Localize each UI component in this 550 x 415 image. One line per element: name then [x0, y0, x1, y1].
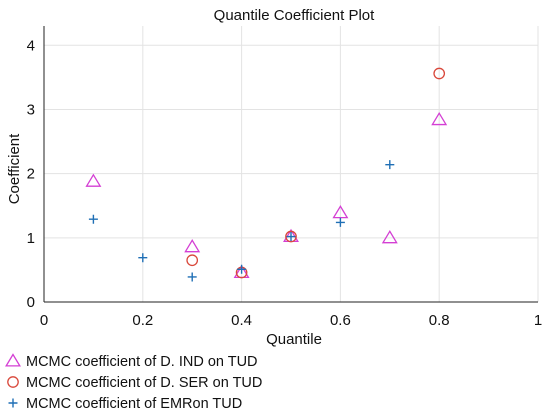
data-point-plus-2-2 [187, 272, 197, 282]
legend-marker-triangle [5, 353, 21, 367]
x-tick-label: 0.6 [330, 312, 351, 329]
data-point-triangle-0-0 [85, 173, 102, 187]
x-tick-label: 0.4 [231, 312, 252, 329]
legend-plus-icon [8, 398, 18, 408]
x-tick-label: 0.8 [429, 312, 450, 329]
data-point-plus-2-0 [88, 214, 98, 224]
x-tick-label: 1 [534, 312, 542, 329]
y-tick-label: 4 [27, 37, 35, 54]
y-tick-label: 0 [27, 294, 35, 311]
data-point-plus-2-5 [335, 217, 345, 227]
legend-label-d-ind: MCMC coefficient of D. IND on TUD [26, 354, 258, 370]
data-point-triangle-0-1 [184, 239, 201, 253]
legend-label-emr: MCMC coefficient of EMRon TUD [26, 396, 242, 412]
x-tick-labels: 0 0.2 0.4 0.6 0.8 1 [40, 312, 542, 329]
data-point-triangle-0-4 [332, 205, 349, 219]
legend-triangle-icon [5, 353, 21, 367]
x-axis-title: Quantile [266, 331, 322, 348]
y-tick-label: 2 [27, 166, 35, 183]
legend-marker-plus [8, 398, 18, 408]
y-tick-labels: 0 1 2 3 4 [27, 37, 35, 311]
y-tick-label: 3 [27, 101, 35, 118]
data-point-plus-2-6 [385, 160, 395, 170]
grid-lines [44, 26, 539, 302]
data-point-plus-2-1 [138, 253, 148, 263]
legend-entry-d-ser: MCMC coefficient of D. SER on TUD [7, 375, 262, 391]
legend-circle-icon [7, 376, 19, 388]
legend-entry-d-ind: MCMC coefficient of D. IND on TUD [5, 353, 258, 370]
data-point-plus-2-4 [286, 232, 296, 242]
legend-label-d-ser: MCMC coefficient of D. SER on TUD [26, 375, 262, 391]
chart-title: Quantile Coefficient Plot [214, 7, 375, 24]
axes [43, 26, 538, 303]
x-tick-label: 0 [40, 312, 48, 329]
y-tick-label: 1 [27, 230, 35, 247]
data-point-circle-1-2 [285, 230, 297, 243]
data-point-triangle-0-6 [431, 111, 448, 126]
x-tick-label: 0.2 [132, 312, 153, 329]
data-points [85, 67, 448, 282]
data-point-triangle-0-5 [381, 230, 398, 244]
data-point-circle-1-0 [186, 254, 199, 267]
y-axis-title: Coefficient [6, 133, 23, 204]
legend: MCMC coefficient of D. IND on TUD MCMC c… [5, 353, 262, 412]
legend-entry-emr: MCMC coefficient of EMRon TUD [8, 396, 242, 412]
legend-marker-circle [7, 376, 19, 388]
data-point-circle-1-3 [433, 67, 446, 80]
data-point-plus-2-3 [237, 264, 247, 274]
